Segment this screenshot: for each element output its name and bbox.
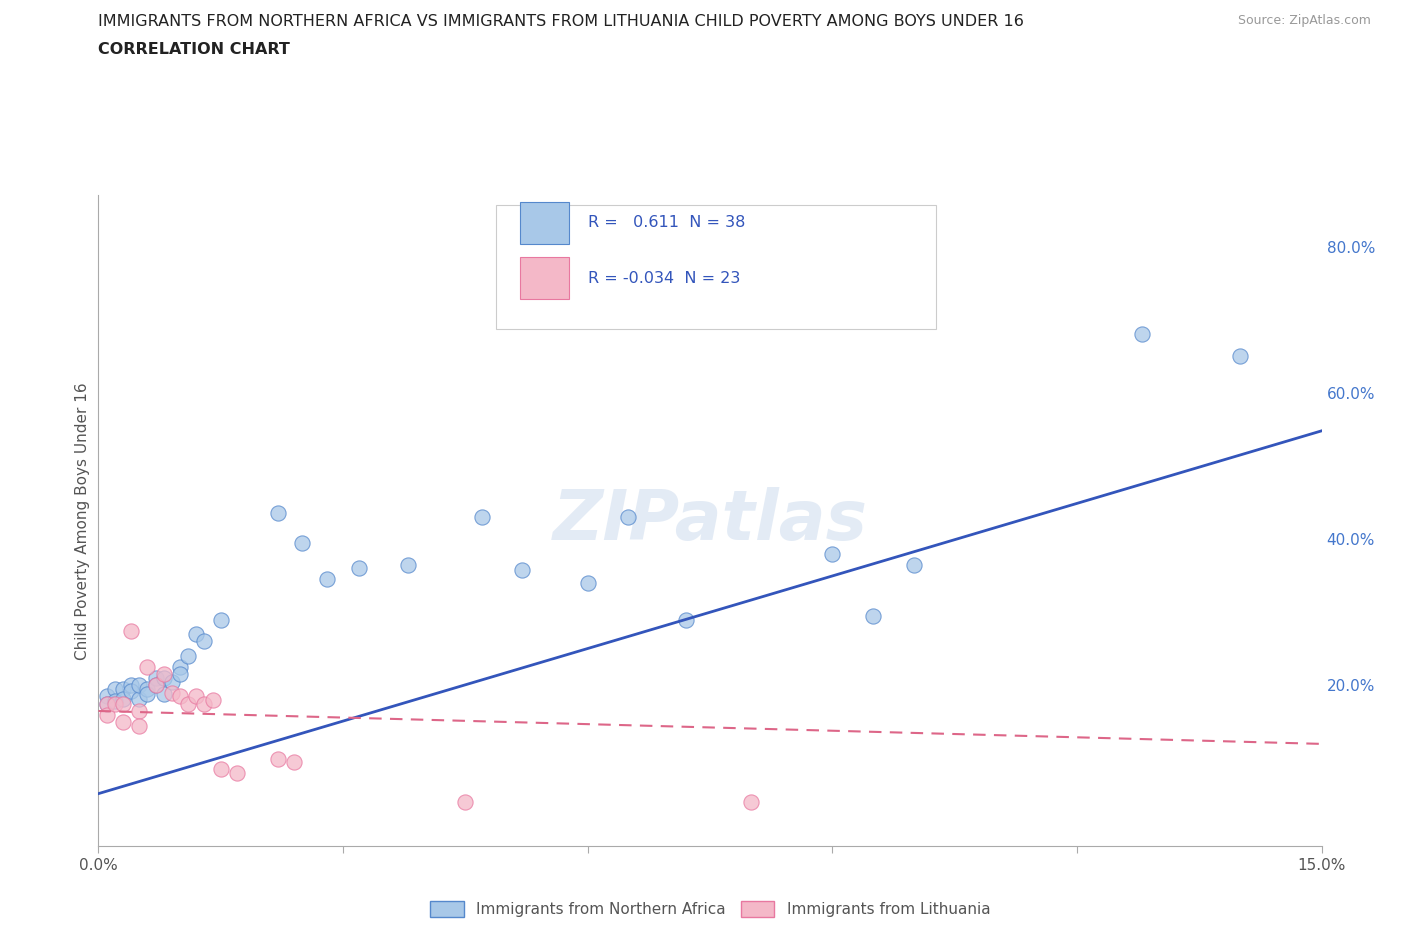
Point <box>617 510 640 525</box>
Point <box>96 689 118 704</box>
Point <box>903 557 925 572</box>
Point <box>226 765 249 780</box>
FancyBboxPatch shape <box>520 202 569 245</box>
FancyBboxPatch shape <box>496 206 936 329</box>
Point <box>349 561 371 576</box>
Point <box>193 697 215 711</box>
Point <box>128 718 150 733</box>
Point <box>169 659 191 674</box>
Legend: Immigrants from Northern Africa, Immigrants from Lithuania: Immigrants from Northern Africa, Immigra… <box>423 895 997 923</box>
Point <box>96 697 118 711</box>
Point <box>111 682 134 697</box>
Point <box>471 510 494 525</box>
Point <box>267 751 290 766</box>
Point <box>136 659 159 674</box>
Point <box>152 686 174 701</box>
Point <box>111 691 134 706</box>
Point <box>145 671 167 685</box>
Point <box>128 691 150 706</box>
Point <box>283 755 305 770</box>
Point <box>209 612 232 627</box>
Point <box>193 634 215 649</box>
Point <box>740 795 762 810</box>
Point <box>104 694 127 709</box>
Point <box>120 684 142 698</box>
Point <box>120 678 142 693</box>
Point <box>128 678 150 693</box>
Point <box>136 682 159 697</box>
Text: CORRELATION CHART: CORRELATION CHART <box>98 42 290 57</box>
Point <box>120 623 142 638</box>
Point <box>1130 326 1153 341</box>
Point <box>209 762 232 777</box>
Point <box>177 649 200 664</box>
Text: R =   0.611  N = 38: R = 0.611 N = 38 <box>588 216 745 231</box>
Text: ZIPatlas: ZIPatlas <box>553 487 868 554</box>
Point <box>96 707 118 722</box>
Y-axis label: Child Poverty Among Boys Under 16: Child Poverty Among Boys Under 16 <box>75 382 90 659</box>
Point <box>169 667 191 682</box>
Point <box>862 608 884 623</box>
Point <box>111 714 134 729</box>
Point <box>291 536 314 551</box>
Point <box>201 693 224 708</box>
Text: IMMIGRANTS FROM NORTHERN AFRICA VS IMMIGRANTS FROM LITHUANIA CHILD POVERTY AMONG: IMMIGRANTS FROM NORTHERN AFRICA VS IMMIG… <box>98 14 1025 29</box>
FancyBboxPatch shape <box>520 258 569 299</box>
Point <box>512 563 534 578</box>
Point <box>821 546 844 561</box>
Point <box>96 697 118 711</box>
Text: Source: ZipAtlas.com: Source: ZipAtlas.com <box>1237 14 1371 27</box>
Point <box>160 685 183 700</box>
Point <box>111 697 134 711</box>
Text: R = -0.034  N = 23: R = -0.034 N = 23 <box>588 271 740 286</box>
Point <box>152 671 174 685</box>
Point <box>396 557 419 572</box>
Point <box>1229 349 1251 364</box>
Point <box>145 678 167 693</box>
Point <box>186 627 208 642</box>
Point <box>104 697 127 711</box>
Point <box>454 795 477 810</box>
Point <box>145 678 167 693</box>
Point <box>315 572 337 587</box>
Point <box>128 703 150 718</box>
Point <box>186 689 208 704</box>
Point <box>152 667 174 682</box>
Point <box>576 576 599 591</box>
Point <box>177 697 200 711</box>
Point <box>104 682 127 697</box>
Point <box>136 686 159 701</box>
Point <box>169 689 191 704</box>
Point <box>160 674 183 689</box>
Point <box>675 612 697 627</box>
Point <box>267 506 290 521</box>
